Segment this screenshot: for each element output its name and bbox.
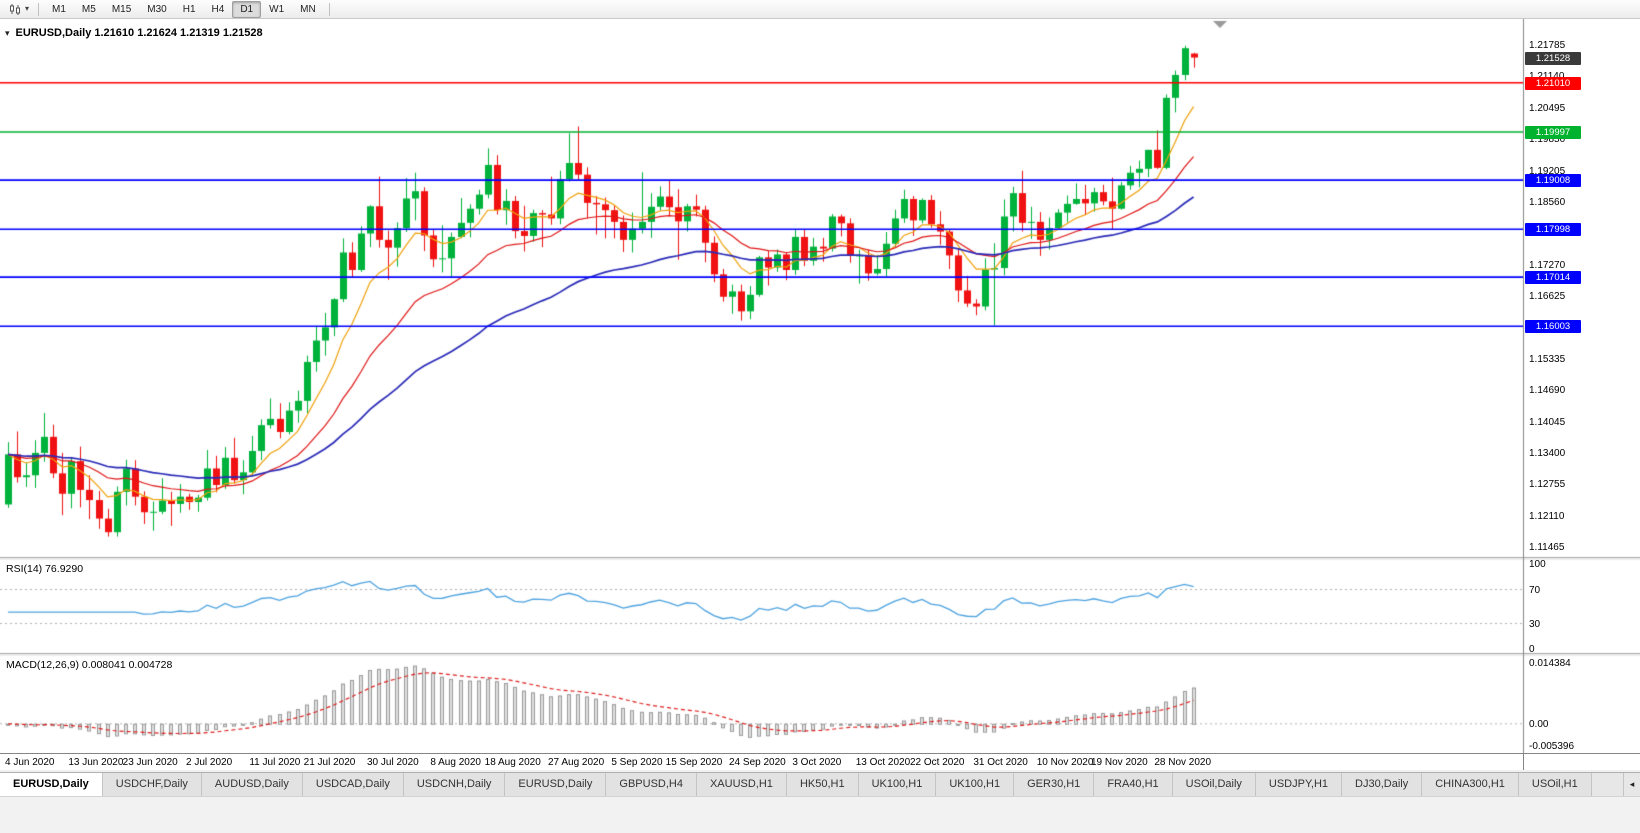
time-axis-label: 8 Aug 2020 [430, 757, 481, 768]
chart-tab-ger30-h1[interactable]: GER30,H1 [1014, 773, 1095, 796]
chart-tab-usoil-h1[interactable]: USOil,H1 [1518, 773, 1592, 796]
price-line-badge: 1.16003 [1525, 320, 1581, 334]
price-axis-label: 1.15335 [1529, 353, 1566, 365]
price-line-badge: 1.17014 [1525, 271, 1581, 285]
price-line-badge: 1.19008 [1525, 174, 1581, 188]
time-axis[interactable]: 4 Jun 2020 13 Jun 2020 23 Jun 2020 2 Jul 20… [0, 753, 1640, 770]
rsi-axis-label: 70 [1529, 584, 1541, 596]
chart-tab-eurusd-daily[interactable]: EURUSD,Daily [0, 773, 103, 796]
chart-tab-usdcad-daily[interactable]: USDCAD,Daily [302, 773, 404, 796]
time-axis-label: 10 Nov 2020 [1036, 757, 1094, 768]
time-axis-label: 27 Aug 2020 [548, 757, 605, 768]
time-axis-label: 18 Aug 2020 [484, 757, 541, 768]
price-line-badge: 1.21010 [1525, 76, 1581, 90]
time-axis-label: 5 Sep 2020 [611, 757, 663, 768]
time-axis-label: 13 Jun 2020 [68, 757, 124, 768]
chart-title: EURUSD,Daily 1.21610 1.21624 1.21319 1.2… [15, 27, 263, 39]
price-axis-label: 1.13400 [1529, 447, 1566, 459]
rsi-axis-label: 100 [1529, 559, 1546, 570]
toolbar-separator [328, 2, 330, 16]
one-click-trading-toggle[interactable]: ▾ [5, 27, 10, 38]
timeframe-button-mn[interactable]: MN [300, 3, 316, 15]
time-axis-label: 24 Sep 2020 [729, 757, 786, 768]
time-axis-label: 11 Jul 2020 [249, 757, 301, 768]
time-axis-label: 3 Oct 2020 [792, 757, 842, 768]
time-axis-label: 28 Nov 2020 [1154, 757, 1212, 768]
price-axis-label: 1.21785 [1529, 40, 1566, 52]
chart-tab-usdchf-daily[interactable]: USDCHF,Daily [102, 773, 202, 796]
price-axis-label: 1.14045 [1529, 416, 1566, 428]
price-axis-label: 1.17270 [1529, 259, 1566, 271]
time-axis-label: 13 Oct 2020 [855, 757, 911, 768]
price-axis-label: 1.16625 [1529, 291, 1566, 303]
price-axis-label: 1.12755 [1529, 479, 1566, 491]
time-axis-label: 31 Oct 2020 [973, 757, 1028, 768]
timeframe-toolbar: ▾ M1 M5 M15 M30 H1 H4 D1 W1 MN [0, 0, 1640, 19]
chart-tabs: EURUSD,Daily USDCHF,Daily AUDUSD,Daily USDC… [0, 773, 1622, 796]
tab-scroll-left-button[interactable]: ◂ [1623, 773, 1640, 796]
price-chart-canvas[interactable] [0, 19, 1640, 753]
chart-tab-usoil-daily[interactable]: USOil,Daily [1172, 773, 1256, 796]
chart-title-row: ▾ EURUSD,Daily 1.21610 1.21624 1.21319 1… [5, 27, 263, 39]
macd-indicator-label: MACD(12,26,9) 0.008041 0.004728 [6, 659, 173, 671]
status-bar [0, 796, 1640, 833]
macd-axis-label: 0.014384 [1529, 658, 1571, 670]
timeframe-button-m5[interactable]: M5 [81, 3, 96, 15]
price-axis-label: 1.14690 [1529, 385, 1566, 397]
macd-axis-label: 0.00 [1529, 718, 1549, 730]
price-line-badge: 1.17998 [1525, 223, 1581, 237]
current-price-badge: 1.21528 [1525, 51, 1581, 65]
chart-tab-fra40-h1[interactable]: FRA40,H1 [1094, 773, 1173, 796]
price-axis[interactable]: 1.217851.211401.204951.198501.192051.185… [1523, 19, 1640, 770]
time-axis-label: 15 Sep 2020 [665, 757, 723, 768]
timeframe-button-w1[interactable]: W1 [269, 3, 285, 15]
rsi-indicator-label: RSI(14) 76.9290 [6, 563, 84, 575]
price-axis-label: 1.18560 [1529, 196, 1566, 208]
chart-tab-eurusd-daily[interactable]: EURUSD,Daily [505, 773, 607, 796]
chart-tab-usdcnh-daily[interactable]: USDCNH,Daily [403, 773, 506, 796]
time-axis-label: 19 Nov 2020 [1091, 757, 1148, 768]
chart-tabs-bar: EURUSD,Daily USDCHF,Daily AUDUSD,Daily USDC… [0, 772, 1640, 796]
chart-tab-dj30-daily[interactable]: DJ30,Daily [1342, 773, 1423, 796]
chart-tab-audusd-daily[interactable]: AUDUSD,Daily [201, 773, 303, 796]
timeframe-button-h1[interactable]: H1 [182, 3, 196, 15]
chart-tab-uk100-h1[interactable]: UK100,H1 [858, 773, 937, 796]
macd-axis-label: -0.005396 [1529, 741, 1575, 753]
toolbar-separator [38, 2, 40, 16]
chart-tab-hk50-h1[interactable]: HK50,H1 [786, 773, 859, 796]
chart-tab-uk100-h1[interactable]: UK100,H1 [936, 773, 1015, 796]
price-axis-label: 1.19205 [1529, 165, 1566, 177]
time-axis-label: 22 Oct 2020 [910, 757, 965, 768]
chart-type-icon[interactable]: ▾ [4, 2, 33, 17]
timeframe-button-m30[interactable]: M30 [147, 3, 167, 15]
rsi-axis-label: 30 [1529, 618, 1541, 630]
candlestick-icon [10, 3, 20, 15]
chart-tab-china300-h1[interactable]: CHINA300,H1 [1422, 773, 1519, 796]
price-line-badge: 1.19997 [1525, 125, 1581, 139]
chart-workspace: ▾ EURUSD,Daily 1.21610 1.21624 1.21319 1… [0, 19, 1640, 770]
timeframe-buttons-group: M1 M5 M15 M30 H1 H4 D1 W1 MN [44, 0, 324, 18]
price-axis-label: 1.11465 [1529, 542, 1565, 554]
rsi-axis-label: 0 [1529, 644, 1535, 655]
chart-tab-xauusd-h1[interactable]: XAUUSD,H1 [696, 773, 787, 796]
timeframe-button-m15[interactable]: M15 [111, 3, 132, 15]
time-axis-label: 2 Jul 2020 [186, 757, 233, 768]
chevron-down-icon: ▾ [25, 4, 30, 13]
timeframe-button-d1[interactable]: D1 [232, 0, 262, 18]
timeframe-button-h4[interactable]: H4 [211, 3, 225, 15]
time-axis-label: 30 Jul 2020 [367, 757, 419, 768]
time-axis-label: 4 Jun 2020 [5, 757, 55, 768]
chart-tab-gbpusd-h4[interactable]: GBPUSD,H4 [606, 773, 697, 796]
time-axis-label: 21 Jul 2020 [303, 757, 356, 768]
price-axis-label: 1.19850 [1529, 134, 1566, 146]
price-axis-label: 1.20495 [1529, 102, 1566, 114]
chart-tab-usdjpy-h1[interactable]: USDJPY,H1 [1255, 773, 1343, 796]
price-axis-label: 1.12110 [1529, 510, 1565, 522]
timeframe-button-m1[interactable]: M1 [52, 3, 66, 15]
time-axis-label: 23 Jun 2020 [122, 757, 178, 768]
